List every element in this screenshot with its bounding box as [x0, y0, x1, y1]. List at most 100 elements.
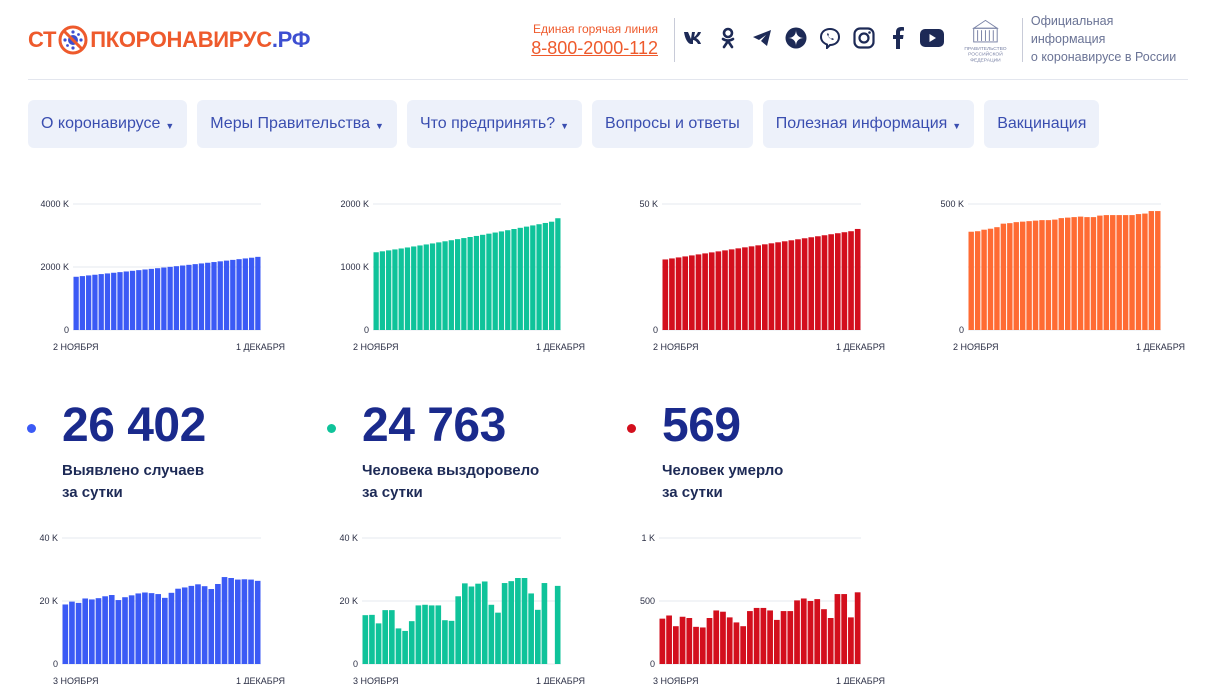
y-tick-label: 500: [640, 596, 655, 606]
bar: [534, 609, 541, 664]
nav-about-coronavirus[interactable]: О коронавирусе ▼: [28, 100, 188, 148]
bar: [136, 270, 142, 330]
hotline-number-link[interactable]: 8-800-2000-112: [531, 38, 658, 58]
bar: [495, 612, 501, 664]
bar: [669, 258, 675, 330]
stat-new-cases: 26 402 Выявлено случаев за сутки: [27, 398, 287, 508]
vk-icon[interactable]: [682, 26, 706, 50]
bar: [481, 581, 488, 664]
bar: [411, 246, 417, 330]
bar: [686, 618, 693, 664]
bar: [115, 600, 122, 664]
bar: [188, 585, 195, 664]
bar: [854, 228, 861, 330]
y-tick-label: 40 K: [39, 533, 58, 543]
x-tick-label-end: 1 ДЕКАБРЯ: [536, 676, 585, 684]
bar: [389, 610, 395, 664]
bar: [762, 244, 768, 330]
nav-label: Полезная информация: [775, 115, 948, 132]
nav-what-to-do[interactable]: Что предпринять? ▼: [406, 100, 583, 148]
bar: [123, 271, 129, 330]
bar: [462, 583, 468, 664]
bar: [392, 249, 398, 330]
bar: [767, 610, 773, 664]
bar: [821, 609, 827, 664]
bar: [75, 602, 82, 664]
chart-daily-cases: 0 20 K 40 K 3 НОЯБРЯ 1 ДЕКАБРЯ: [28, 530, 288, 684]
bar: [221, 577, 228, 664]
y-tick-label: 0: [959, 325, 964, 335]
bar: [468, 586, 475, 664]
stat-label-line-2: за сутки: [62, 484, 123, 501]
nav-government-measures[interactable]: Меры Правительства ▼: [197, 100, 397, 148]
stat-recovered: 24 763 Человека выздоровело за сутки: [327, 398, 587, 508]
bar: [369, 614, 375, 664]
stat-label-line-1: Человек умерло: [662, 462, 784, 479]
x-tick-label-end: 1 ДЕКАБРЯ: [836, 342, 885, 352]
bar: [128, 595, 135, 664]
government-block[interactable]: ПРАВИТЕЛЬСТВО РОССИЙСКОЙ ФЕДЕРАЦИИ Офици…: [960, 12, 1188, 66]
nav-useful-info[interactable]: Полезная информация ▼: [762, 100, 975, 148]
bar: [722, 250, 728, 330]
youtube-icon[interactable]: [920, 26, 944, 50]
bar-chart-svg: 0 50 K 2 НОЯБРЯ 1 ДЕКАБРЯ: [639, 199, 885, 352]
bar: [175, 588, 181, 664]
bar: [511, 229, 517, 330]
x-tick-label-start: 3 НОЯБРЯ: [53, 676, 99, 684]
nav-faq[interactable]: Вопросы и ответы: [592, 100, 753, 148]
bar: [702, 253, 708, 330]
bar: [415, 605, 422, 664]
bar: [234, 579, 241, 664]
chart-cumulative-recovered: 0 1000 K 2000 K 2 НОЯБРЯ 1 ДЕКАБРЯ: [328, 196, 588, 356]
bar: [488, 604, 495, 664]
bar-chart-svg: 0 20 K 40 K 3 НОЯБРЯ 1 ДЕКАБРЯ: [339, 533, 585, 684]
bar: [1065, 217, 1071, 330]
gov-caption-line-1: Официальная информация: [1030, 14, 1114, 46]
x-tick-label-end: 1 ДЕКАБРЯ: [1136, 342, 1185, 352]
bar: [521, 578, 528, 664]
bar-chart-svg: 0 20 K 40 K 3 НОЯБРЯ 1 ДЕКАБРЯ: [39, 533, 285, 684]
caret-down-icon: ▼: [375, 121, 384, 131]
bar: [981, 229, 987, 330]
bar: [89, 599, 95, 664]
bar: [528, 593, 534, 664]
bar: [198, 263, 205, 330]
bar: [161, 267, 167, 330]
bar: [814, 599, 821, 664]
viber-icon[interactable]: [818, 26, 842, 50]
instagram-icon[interactable]: [852, 26, 876, 50]
bar: [142, 592, 148, 664]
series-dot: [27, 424, 36, 433]
facebook-icon[interactable]: [886, 26, 910, 50]
bar: [505, 230, 511, 330]
bar: [841, 232, 848, 330]
bar: [62, 604, 69, 664]
bar: [768, 243, 775, 330]
bar: [1148, 211, 1155, 330]
bar: [248, 257, 255, 330]
chart-active-cases: 0 500 K 2 НОЯБРЯ 1 ДЕКАБРЯ: [928, 196, 1188, 356]
x-tick-label-start: 2 НОЯБРЯ: [353, 342, 399, 352]
bar: [523, 226, 530, 330]
telegram-icon[interactable]: [750, 26, 774, 50]
svg-text:РОССИЙСКОЙ: РОССИЙСКОЙ: [968, 50, 1003, 58]
y-tick-label: 1000 K: [340, 262, 369, 272]
bar: [382, 610, 389, 664]
site-logo[interactable]: СТ ПКОРОНАВИРУС .РФ: [28, 24, 311, 56]
bar: [228, 578, 234, 664]
bar: [775, 242, 781, 330]
bar: [1110, 215, 1116, 330]
bar: [442, 241, 448, 330]
bar: [217, 261, 223, 330]
bar: [475, 583, 481, 664]
bar: [748, 246, 755, 330]
bar-chart-svg: 0 1000 K 2000 K 2 НОЯБРЯ 1 ДЕКАБРЯ: [340, 199, 585, 352]
stat-label-line-2: за сутки: [662, 484, 723, 501]
bar: [1007, 223, 1013, 330]
bar: [662, 259, 669, 330]
yandex-zen-icon[interactable]: [784, 26, 808, 50]
bar: [95, 598, 102, 664]
odnoklassniki-icon[interactable]: [716, 26, 740, 50]
nav-vaccination[interactable]: Вакцинация: [984, 100, 1100, 148]
stat-label: Человек умерло за сутки: [662, 460, 783, 504]
